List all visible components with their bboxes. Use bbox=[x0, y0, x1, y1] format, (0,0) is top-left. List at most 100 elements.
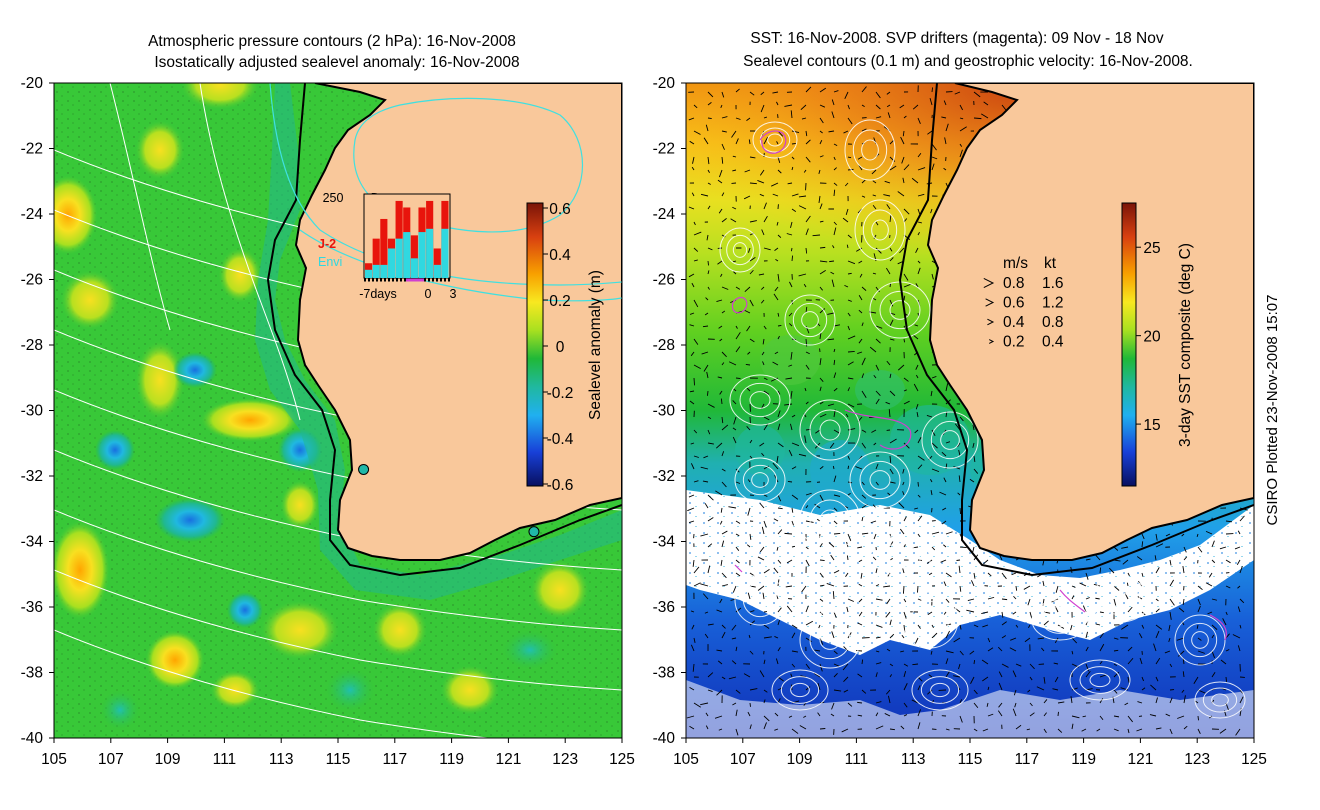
velocity-arrow bbox=[817, 683, 821, 691]
velocity-arrow bbox=[717, 376, 723, 379]
velocity-arrow bbox=[1027, 689, 1031, 693]
velocity-arrow bbox=[1205, 582, 1213, 587]
velocity-arrow bbox=[735, 117, 741, 120]
velocity-arrow bbox=[763, 247, 771, 251]
velocity-arrow bbox=[721, 234, 726, 238]
velocity-arrow bbox=[875, 712, 879, 717]
velocity-arrow bbox=[1001, 598, 1008, 601]
velocity-arrow bbox=[903, 714, 908, 717]
velocity-arrow bbox=[1155, 657, 1161, 665]
velocity-arrow bbox=[1139, 657, 1143, 665]
velocity-arrow bbox=[884, 180, 891, 184]
velocity-arrow bbox=[1099, 567, 1102, 574]
velocity-arrow bbox=[1121, 546, 1129, 549]
velocity-arrow bbox=[691, 624, 695, 630]
velocity-arrow bbox=[861, 195, 866, 198]
velocity-arrow bbox=[833, 189, 836, 197]
velocity-arrow bbox=[844, 182, 849, 187]
velocity-arrow bbox=[721, 156, 724, 164]
right-lat-tick-label: -22 bbox=[653, 141, 675, 158]
velocity-arrow bbox=[732, 585, 737, 593]
velocity-arrow bbox=[847, 312, 851, 317]
velocity-arrow bbox=[914, 429, 919, 434]
velocity-arrow bbox=[1155, 624, 1163, 630]
left-title-line2: Isostatically adjusted sealevel anomaly:… bbox=[154, 54, 519, 71]
velocity-arrow bbox=[749, 220, 757, 223]
velocity-arrow bbox=[819, 87, 827, 93]
velocity-arrow bbox=[889, 215, 892, 223]
velocity-arrow bbox=[1225, 633, 1230, 639]
velocity-arrow bbox=[1211, 672, 1216, 678]
velocity-arrow bbox=[998, 682, 1003, 691]
velocity-arrow bbox=[833, 673, 838, 678]
velocity-arrow bbox=[1071, 687, 1078, 691]
velocity-arrow bbox=[760, 91, 765, 96]
velocity-arrow bbox=[930, 650, 933, 655]
velocity-arrow bbox=[973, 689, 978, 695]
velocity-arrow bbox=[761, 452, 765, 457]
velocity-arrow bbox=[959, 715, 963, 723]
velocity-arrow bbox=[945, 572, 952, 578]
velocity-arrow bbox=[931, 531, 940, 535]
velocity-arrow bbox=[831, 99, 835, 106]
velocity-arrow bbox=[917, 455, 925, 461]
velocity-arrow bbox=[791, 650, 799, 653]
velocity-arrow bbox=[873, 374, 877, 379]
velocity-arrow bbox=[763, 520, 767, 528]
velocity-arrow bbox=[875, 286, 880, 293]
velocity-arrow bbox=[887, 695, 891, 704]
velocity-arrow bbox=[1197, 650, 1205, 654]
velocity-arrow bbox=[689, 140, 695, 145]
velocity-arrow bbox=[829, 442, 835, 449]
velocity-arrow bbox=[1141, 687, 1146, 691]
velocity-arrow bbox=[774, 728, 779, 731]
left-colorbar-tick-label: 0 bbox=[556, 339, 565, 356]
right-colorbar bbox=[1121, 202, 1137, 487]
right-map-area bbox=[686, 83, 1254, 738]
velocity-arrow bbox=[731, 130, 737, 138]
velocity-arrow bbox=[1015, 624, 1019, 628]
velocity-arrow bbox=[973, 659, 976, 665]
velocity-arrow bbox=[943, 581, 947, 587]
velocity-arrow bbox=[966, 609, 975, 613]
velocity-arrow bbox=[1234, 546, 1241, 550]
velocity-arrow bbox=[847, 387, 851, 392]
velocity-arrow bbox=[776, 595, 779, 600]
right-lon-tick-label: 119 bbox=[1071, 751, 1096, 768]
velocity-arrow bbox=[857, 714, 863, 717]
velocity-arrow bbox=[917, 152, 922, 158]
velocity-arrow bbox=[1239, 696, 1244, 704]
right-title-line1: SST: 16-Nov-2008. SVP drifters (magenta)… bbox=[750, 30, 1163, 47]
velocity-arrow bbox=[858, 338, 863, 344]
velocity-arrow bbox=[819, 269, 826, 275]
velocity-arrow bbox=[763, 215, 768, 223]
right-cloud-mask-south bbox=[686, 680, 1254, 738]
velocity-arrow bbox=[1183, 556, 1188, 561]
velocity-arrow bbox=[861, 442, 867, 449]
right-colorbar-tick-label: 20 bbox=[1143, 329, 1161, 346]
left-lon-tick-label: 111 bbox=[213, 751, 237, 768]
velocity-arrow bbox=[735, 346, 741, 353]
velocity-arrow bbox=[720, 273, 723, 277]
velocity-arrow bbox=[705, 297, 709, 301]
velocity-arrow bbox=[1225, 676, 1227, 682]
sealevel-contour bbox=[879, 290, 921, 330]
velocity-arrow bbox=[914, 507, 919, 510]
velocity-legend: m/s kt 0.8 1.6 0.6 1.2 0.4 0.8 0.2 0.4 bbox=[983, 255, 1064, 351]
velocity-arrow bbox=[819, 413, 827, 418]
velocity-arrow bbox=[721, 631, 726, 639]
velocity-arrow bbox=[748, 139, 751, 145]
left-anomaly-blob bbox=[372, 602, 428, 658]
velocity-arrow bbox=[1141, 572, 1144, 577]
velocity-arrow bbox=[805, 663, 810, 669]
velocity-arrow bbox=[789, 281, 793, 288]
velocity-arrow bbox=[1220, 659, 1227, 665]
velocity-arrow bbox=[959, 149, 963, 158]
velocity-arrow bbox=[842, 663, 849, 671]
velocity-arrow bbox=[943, 100, 947, 106]
velocity-arrow bbox=[1113, 546, 1119, 551]
velocity-arrow bbox=[847, 104, 850, 110]
velocity-arrow bbox=[833, 650, 838, 655]
velocity-arrow bbox=[777, 442, 784, 448]
velocity-arrow bbox=[749, 299, 754, 307]
